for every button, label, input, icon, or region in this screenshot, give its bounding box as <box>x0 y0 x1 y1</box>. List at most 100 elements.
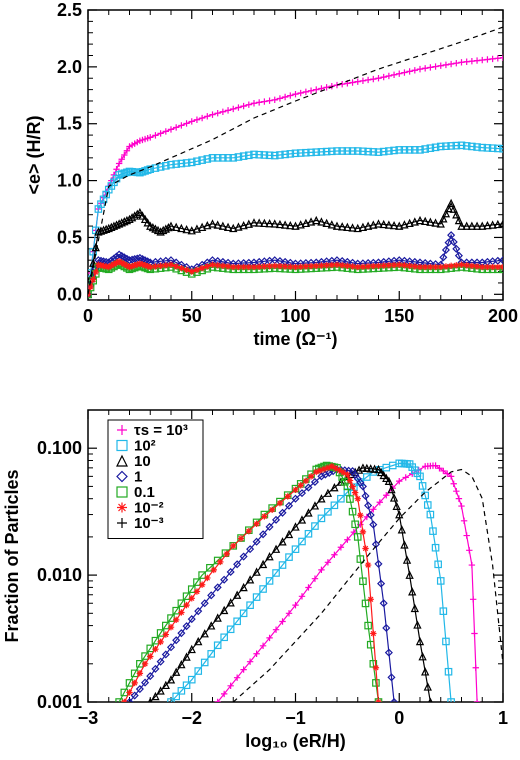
data-point-5 <box>463 262 470 269</box>
data-point-2 <box>156 686 165 695</box>
data-point-2 <box>239 582 248 592</box>
x-tick-label: 1 <box>498 708 508 728</box>
data-point-1 <box>322 147 331 156</box>
data-point-2 <box>232 590 242 599</box>
data-point-0 <box>313 86 320 93</box>
data-point-2 <box>389 220 399 230</box>
data-point-5 <box>183 266 190 274</box>
data-point-2 <box>395 221 404 230</box>
data-point-0 <box>240 666 247 673</box>
data-point-2 <box>187 226 196 235</box>
data-point-1 <box>317 514 326 523</box>
data-point-5 <box>297 263 304 270</box>
data-point-0 <box>227 682 234 690</box>
data-point-0 <box>266 634 273 642</box>
data-point-1 <box>167 698 175 702</box>
data-point-3 <box>271 515 281 524</box>
data-point-5 <box>447 262 455 270</box>
data-point-4 <box>353 533 362 541</box>
data-point-1 <box>285 553 293 561</box>
data-point-0 <box>401 69 408 76</box>
data-point-1 <box>499 144 503 153</box>
data-point-5 <box>89 276 97 283</box>
data-point-2 <box>374 464 383 474</box>
data-point-0 <box>276 95 284 102</box>
legend-marker <box>116 486 128 498</box>
data-point-0 <box>453 488 460 495</box>
data-point-0 <box>402 474 409 481</box>
data-point-1 <box>193 157 201 166</box>
data-point-2 <box>200 629 209 638</box>
data-point-5 <box>453 262 460 269</box>
data-point-0 <box>255 99 263 106</box>
data-point-2 <box>389 493 399 502</box>
data-point-2 <box>379 219 388 229</box>
data-point-4 <box>346 495 354 503</box>
data-point-5 <box>188 595 195 602</box>
data-point-4 <box>348 507 357 516</box>
data-point-1 <box>298 537 306 546</box>
data-point-1 <box>255 150 263 159</box>
data-point-2 <box>296 220 305 229</box>
data-point-0 <box>359 77 367 84</box>
data-point-2 <box>249 218 259 227</box>
data-point-5 <box>110 260 118 268</box>
data-point-5 <box>349 483 356 490</box>
data-point-5 <box>292 263 299 271</box>
data-point-0 <box>463 532 470 539</box>
data-point-2 <box>275 219 285 229</box>
y-tick-label: 0.0 <box>57 284 82 304</box>
tick-labels-bottom: −3 −2 −1 0 1 0.001 0.010 0.100 <box>37 438 508 728</box>
data-point-1 <box>224 154 232 162</box>
data-point-5 <box>354 263 361 271</box>
data-point-2 <box>317 217 326 226</box>
data-point-0 <box>188 118 195 125</box>
data-point-5 <box>115 258 123 265</box>
data-point-5 <box>162 262 170 269</box>
data-point-0 <box>364 76 372 84</box>
data-point-4 <box>359 577 367 586</box>
data-point-0 <box>298 593 306 600</box>
data-point-0 <box>123 147 131 154</box>
data-point-2 <box>280 220 290 229</box>
data-point-4 <box>372 679 380 687</box>
data-point-1 <box>468 142 476 151</box>
data-point-5 <box>144 262 151 270</box>
data-point-4 <box>356 555 365 563</box>
data-point-5 <box>333 261 341 268</box>
data-point-1 <box>239 609 248 618</box>
data-point-2 <box>213 613 222 622</box>
data-point-0 <box>376 499 383 506</box>
data-point-2 <box>143 218 152 227</box>
data-point-2 <box>278 537 287 546</box>
y-tick-label: 2.0 <box>57 57 82 77</box>
data-point-3 <box>187 615 196 624</box>
data-point-3 <box>252 537 261 546</box>
data-point-3 <box>161 650 170 659</box>
data-point-2 <box>187 644 196 654</box>
data-point-1 <box>337 494 345 503</box>
data-point-3 <box>194 607 203 616</box>
data-point-2 <box>112 220 121 229</box>
data-point-2 <box>220 605 229 615</box>
data-point-5 <box>359 263 367 270</box>
data-point-5 <box>364 263 372 270</box>
data-point-3 <box>278 508 287 517</box>
data-point-0 <box>350 528 358 536</box>
data-point-2 <box>413 620 422 629</box>
data-point-5 <box>375 262 382 270</box>
data-point-5 <box>292 486 299 494</box>
data-point-3 <box>390 697 399 702</box>
data-point-2 <box>452 210 461 219</box>
data-point-2 <box>258 559 268 569</box>
data-point-5 <box>147 653 154 660</box>
x-tick-label: 100 <box>280 306 310 326</box>
data-point-0 <box>442 61 450 69</box>
data-point-5 <box>214 262 221 269</box>
data-point-1 <box>364 147 372 156</box>
data-point-2 <box>194 636 203 646</box>
data-point-0 <box>115 160 123 167</box>
data-point-5 <box>261 513 268 520</box>
data-point-5 <box>320 465 328 473</box>
data-point-3 <box>166 643 176 652</box>
